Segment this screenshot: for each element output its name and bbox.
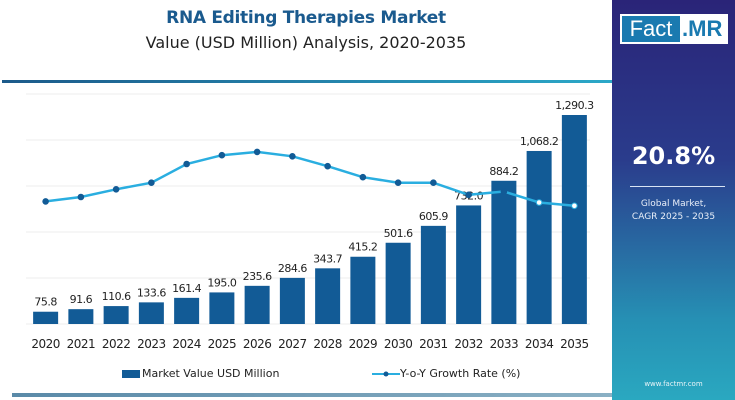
bar (68, 309, 94, 324)
x-tick-label: 2022 (102, 337, 131, 351)
legend-line-swatch (372, 371, 400, 377)
growth-rate-point (289, 153, 296, 160)
bar-value-label: 343.7 (313, 252, 342, 265)
factmr-logo: Fact .MR (620, 14, 728, 44)
bar-value-label: 1,068.2 (520, 135, 559, 148)
x-tick-label: 2025 (208, 337, 237, 351)
x-tick-label: 2026 (243, 337, 272, 351)
growth-rate-point (183, 160, 190, 168)
sidebar-panel (612, 0, 735, 400)
legend-item-line: Y-o-Y Growth Rate (%) (372, 367, 520, 380)
x-tick-label: 2030 (384, 337, 413, 351)
growth-rate-point (571, 202, 578, 210)
kpi-divider (630, 186, 725, 187)
logo-mr-text: .MR (682, 16, 723, 41)
bar-value-label: 605.9 (419, 210, 448, 223)
combo-chart: 75.8 2020 91.6 2021 110.6 2022 133.6 2023 161.4 2… (26, 93, 595, 351)
bar (491, 180, 517, 324)
x-tick-label: 2033 (490, 337, 519, 351)
growth-rate-line (45, 150, 575, 208)
bar (244, 285, 270, 324)
growth-rate-point (394, 179, 402, 186)
growth-rate-point (218, 151, 226, 159)
bar-value-label: 75.8 (34, 296, 57, 309)
bar (138, 302, 164, 324)
growth-rate-point (77, 193, 85, 201)
bar (385, 242, 411, 324)
bar-value-label: 235.6 (243, 270, 272, 283)
cagr-label: Global Market, CAGR 2025 - 2035 (612, 198, 735, 224)
bar-value-label: 1,290.3 (555, 99, 594, 112)
bar (350, 256, 376, 324)
bar-value-label: 884.2 (489, 165, 518, 178)
growth-rate-point (148, 179, 155, 186)
cagr-label-line2: CAGR 2025 - 2035 (631, 212, 716, 222)
bar (420, 225, 446, 324)
bar-value-label: 110.6 (102, 290, 131, 303)
legend-item-bars: Market Value USD Million (122, 367, 279, 380)
bar (209, 292, 235, 324)
legend-line-label: Y-o-Y Growth Rate (%) (400, 367, 521, 380)
growth-rate-point (324, 162, 331, 170)
bar (174, 297, 200, 324)
bar (456, 205, 482, 324)
cagr-label-line1: Global Market, (640, 199, 707, 209)
bar (103, 306, 129, 324)
bar-value-label: 161.4 (172, 282, 201, 295)
bar-value-label: 195.0 (207, 276, 236, 289)
growth-rate-point (112, 186, 120, 193)
bar (315, 268, 341, 324)
x-tick-label: 2023 (137, 337, 166, 351)
x-tick-label: 2031 (419, 337, 448, 351)
logo-fact-text: Fact (622, 16, 680, 42)
bar (279, 277, 305, 324)
bar-value-label: 133.6 (137, 286, 166, 299)
website-url: www.factmr.com (644, 380, 703, 388)
growth-rate-point (500, 188, 508, 195)
growth-rate-point (465, 191, 472, 199)
bar (561, 115, 587, 324)
growth-rate-point (535, 199, 543, 206)
bar-value-label: 284.6 (278, 262, 307, 275)
cagr-value: 20.8% (631, 142, 716, 170)
x-tick-label: 2024 (172, 337, 201, 351)
growth-rate-point (42, 198, 49, 205)
header-divider (2, 80, 612, 83)
bar (526, 150, 552, 324)
x-tick-label: 2032 (454, 337, 483, 351)
growth-rate-point (253, 148, 261, 156)
bar-value-label: 415.2 (348, 241, 377, 254)
growth-rate-point (430, 179, 437, 186)
x-tick-label: 2029 (349, 337, 378, 351)
legend-bar-label: Market Value USD Million (142, 367, 280, 380)
bar (33, 311, 59, 324)
footer-divider (12, 393, 612, 397)
chart-title: RNA Editing Therapies Market (166, 8, 446, 28)
x-tick-label: 2035 (560, 337, 589, 351)
chart-subtitle: Value (USD Million) Analysis, 2020-2035 (145, 33, 467, 52)
x-tick-label: 2027 (278, 337, 307, 351)
x-tick-label: 2028 (313, 337, 342, 351)
x-tick-label: 2020 (31, 337, 60, 351)
x-tick-label: 2021 (67, 337, 96, 351)
x-tick-label: 2034 (525, 337, 554, 351)
bar-value-label: 91.6 (70, 293, 93, 306)
bar-value-label: 501.6 (384, 227, 413, 240)
legend-bar-swatch (122, 370, 140, 378)
growth-rate-point (359, 173, 367, 181)
